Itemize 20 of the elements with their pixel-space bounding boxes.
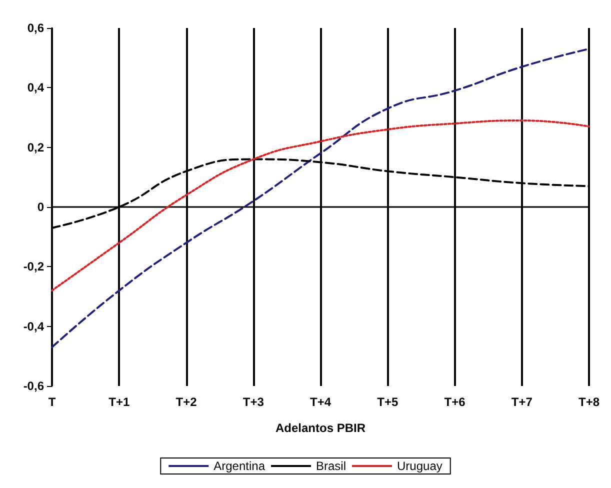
y-tick-label: -0,4 [23, 319, 44, 334]
x-tick-label: T+6 [444, 395, 466, 409]
legend-label: Brasil [316, 459, 346, 473]
y-tick-label: 0,2 [27, 140, 44, 154]
x-tick-label: T [48, 395, 56, 409]
x-tick-label: T+7 [511, 395, 533, 409]
x-tick-label: T+4 [310, 395, 332, 409]
x-tick-label: T+2 [176, 395, 198, 409]
legend-label: Uruguay [397, 459, 442, 473]
y-tick-label: 0,6 [27, 21, 44, 35]
y-tick-label: -0,2 [23, 260, 44, 274]
x-tick-label: T+5 [377, 395, 398, 409]
x-tick-label: T+3 [242, 395, 264, 409]
x-tick-label: T+8 [578, 395, 600, 409]
x-tick-label: T+1 [108, 395, 130, 409]
y-tick-label: 0 [37, 200, 44, 214]
x-axis-title: Adelantos PBIR [275, 421, 366, 435]
y-tick-label: 0,4 [27, 80, 44, 95]
legend-label: Argentina [214, 459, 266, 473]
y-tick-label: -0,6 [23, 379, 44, 393]
